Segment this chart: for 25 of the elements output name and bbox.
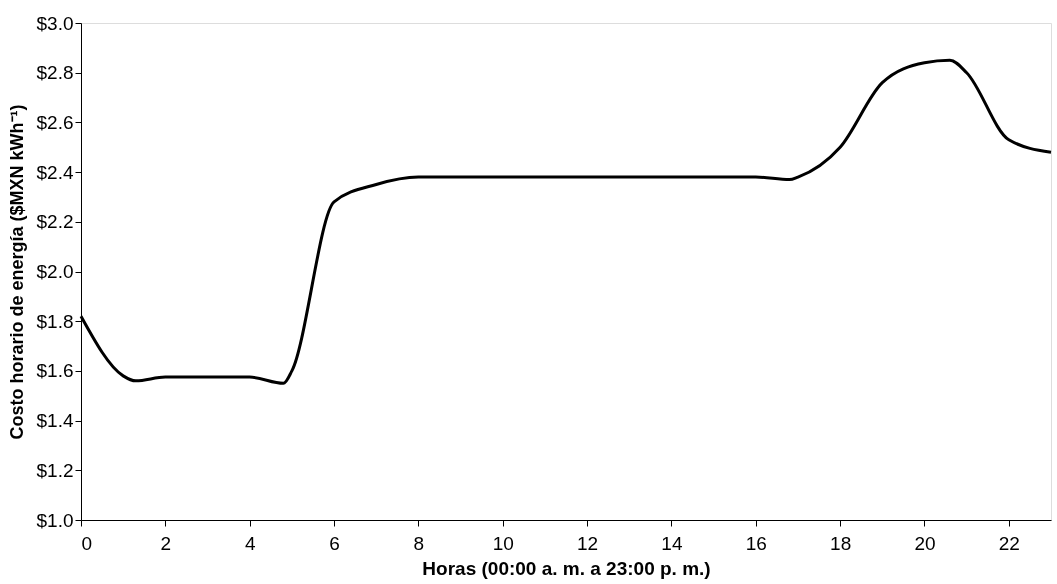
y-tick-label: $2.6 <box>36 111 74 133</box>
x-tick-label: 16 <box>745 532 767 554</box>
y-axis-title: Costo horario de energía ($MXN kWh⁻¹) <box>6 104 27 440</box>
x-tick-label: 0 <box>81 532 93 554</box>
x-tick-label: 14 <box>661 532 683 554</box>
x-tick-label: 10 <box>492 532 514 554</box>
x-tick-label: 18 <box>830 532 852 554</box>
y-tick-label: $1.0 <box>36 509 74 531</box>
x-tick-label: 4 <box>244 532 256 554</box>
x-tick-label: 12 <box>577 532 599 554</box>
y-tick-label: $1.6 <box>36 360 74 382</box>
y-tick-label: $1.4 <box>36 410 74 432</box>
y-tick-label: $1.8 <box>36 310 74 332</box>
x-tick-label: 2 <box>160 532 172 554</box>
y-tick-label: $3.0 <box>36 12 74 34</box>
y-tick-label: $2.0 <box>36 261 74 282</box>
y-tick-label: $2.2 <box>36 211 74 233</box>
x-tick-label: 20 <box>914 532 936 554</box>
x-tick-label: 8 <box>413 532 425 554</box>
y-tick-label: $1.2 <box>36 459 74 481</box>
x-tick-label: 6 <box>329 532 340 554</box>
x-axis-title: Horas (00:00 a. m. a 23:00 p. m.) <box>422 557 711 579</box>
y-tick-label: $2.4 <box>36 161 74 183</box>
x-tick-label: 22 <box>998 532 1020 554</box>
y-tick-label: $2.8 <box>36 62 74 84</box>
